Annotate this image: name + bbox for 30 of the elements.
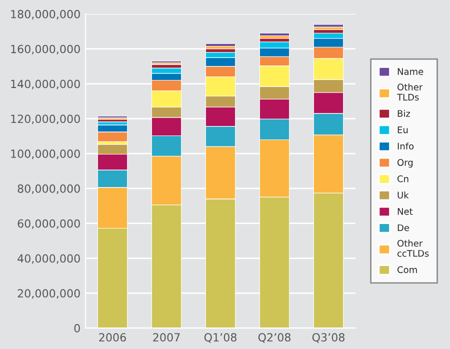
legend-label: Eu <box>398 126 408 134</box>
y-tick-label: 40,000,000 <box>18 254 80 264</box>
x-tick-label: 2006 <box>99 333 126 342</box>
legend-label: Uk <box>398 192 409 199</box>
bar <box>313 24 344 28</box>
bar <box>205 43 236 47</box>
legend-label: Com <box>398 266 417 274</box>
legend-label: Cn <box>398 175 408 182</box>
y-tick-label: 20,000,000 <box>18 289 80 299</box>
x-tick-label: Q1’08 <box>204 333 236 343</box>
y-tick-label: 140,000,000 <box>11 80 80 90</box>
y-tick-label: 0 <box>74 324 80 332</box>
y-tick-label: 100,000,000 <box>11 150 80 160</box>
legend-label: Name <box>398 68 424 75</box>
legend-label: Org <box>398 159 413 168</box>
y-tick-label: 160,000,000 <box>11 44 80 54</box>
y-tick-label: 120,000,000 <box>11 114 80 124</box>
legend-label: Info <box>398 142 414 150</box>
x-tick-label: 2007 <box>153 333 180 342</box>
bar <box>259 32 290 36</box>
y-tick-label: 60,000,000 <box>18 219 80 229</box>
y-tick-label: 180,000,000 <box>11 10 80 20</box>
legend-label: Other TLDs <box>396 83 423 101</box>
legend-label: Other ccTLDs <box>397 240 429 257</box>
legend-label: De <box>398 224 410 232</box>
legend-label: Biz <box>398 110 410 117</box>
y-tick-label: 80,000,000 <box>18 184 80 194</box>
legend-label: Net <box>398 208 413 215</box>
x-tick-label: Q3’08 <box>312 333 344 343</box>
x-tick-label: Q2’08 <box>258 333 290 343</box>
